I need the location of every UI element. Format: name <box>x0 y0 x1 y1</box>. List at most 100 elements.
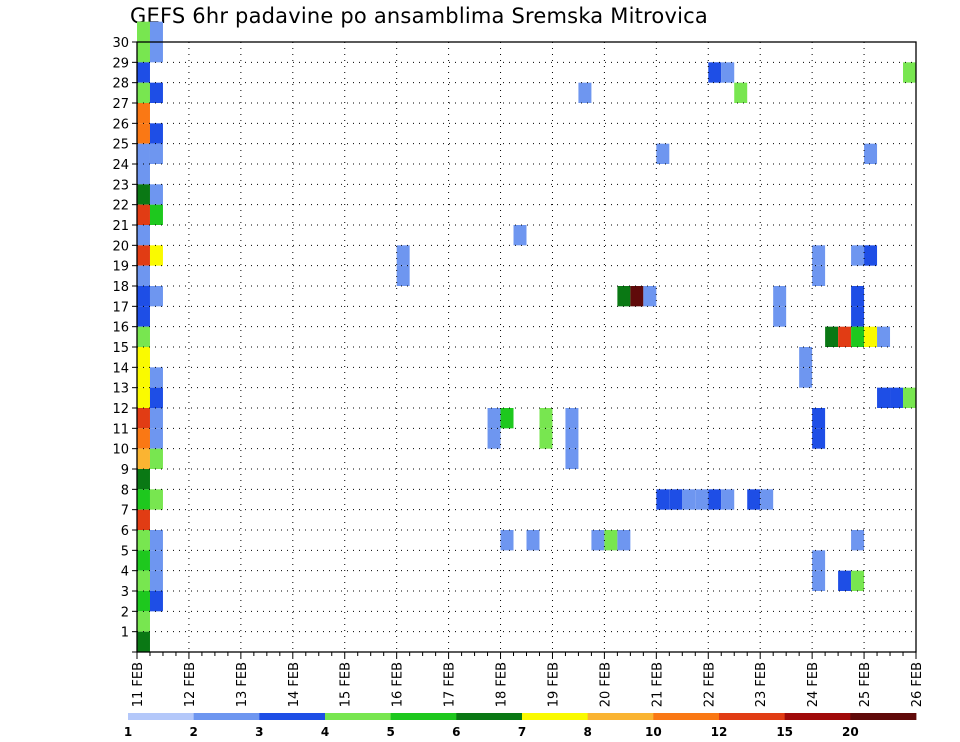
heatmap-cell <box>695 489 709 510</box>
heatmap-cell <box>137 611 150 632</box>
heatmap-cell <box>760 489 774 510</box>
heatmap-cell <box>838 326 852 347</box>
x-tick-label: 18 FEB <box>495 662 510 707</box>
heatmap-cell <box>137 204 150 225</box>
x-tick-label: 11 FEB <box>131 662 146 707</box>
heatmap-cell <box>137 570 150 591</box>
heatmap-cell <box>137 306 150 327</box>
y-tick-label: 27 <box>112 97 129 112</box>
axes: 1234567891011121314151617181920212223242… <box>112 36 925 707</box>
y-tick-label: 26 <box>112 117 129 132</box>
heatmap-cell <box>617 286 631 307</box>
heatmap-cell <box>396 265 410 286</box>
legend-swatch <box>784 713 851 720</box>
heatmap-cell <box>539 408 553 429</box>
heatmap-cell <box>137 184 150 205</box>
y-tick-label: 6 <box>121 524 129 539</box>
heatmap-cell <box>149 428 163 449</box>
y-tick-label: 5 <box>121 544 129 559</box>
heatmap-cell <box>149 143 163 164</box>
heatmap-cell <box>149 570 163 591</box>
legend-label: 5 <box>386 725 394 739</box>
y-tick-label: 14 <box>112 361 129 376</box>
heatmap-cell <box>812 265 826 286</box>
heatmap-cell <box>851 245 865 266</box>
heatmap-cell <box>149 245 163 266</box>
heatmap-cell <box>578 82 592 103</box>
heatmap-cell <box>604 530 618 551</box>
y-tick-label: 22 <box>112 199 129 214</box>
y-tick-label: 3 <box>121 585 129 600</box>
y-tick-label: 21 <box>112 219 129 234</box>
legend-swatch <box>259 713 326 720</box>
heatmap-cell <box>721 62 735 83</box>
heatmap-cell <box>643 286 657 307</box>
heatmap-cell <box>565 408 579 429</box>
heatmap-cell <box>149 42 163 63</box>
heatmap-cell <box>137 164 150 185</box>
heatmap-cell <box>137 387 150 408</box>
heatmap-cell <box>137 631 150 652</box>
legend-swatch <box>653 713 720 720</box>
x-tick-label: 17 FEB <box>443 662 458 707</box>
legend-label: 4 <box>321 725 329 739</box>
heatmap-cell <box>864 143 878 164</box>
heatmap-cell <box>773 306 787 327</box>
legend-label: 12 <box>711 725 728 739</box>
heatmap-cell <box>630 286 644 307</box>
x-tick-label: 25 FEB <box>858 662 873 707</box>
heatmap-cell <box>149 387 163 408</box>
legend-label: 3 <box>255 725 263 739</box>
heatmap-cell <box>747 489 761 510</box>
heatmap-cell <box>137 143 150 164</box>
heatmap-cell <box>682 489 696 510</box>
heatmap-cell <box>565 448 579 469</box>
heatmap-cell <box>851 530 865 551</box>
heatmap-cell <box>137 509 150 530</box>
heatmap-cell <box>903 62 916 83</box>
y-tick-label: 1 <box>121 626 129 641</box>
legend-swatch <box>390 713 457 720</box>
heatmap-cell <box>513 225 527 246</box>
heatmap-cell <box>708 489 722 510</box>
x-tick-label: 13 FEB <box>235 662 250 707</box>
heatmap-cell <box>864 326 878 347</box>
y-tick-label: 25 <box>112 138 129 153</box>
heatmap-cell <box>137 550 150 571</box>
heatmap-cell <box>137 103 150 124</box>
heatmap-cell <box>851 286 865 307</box>
heatmap-cell <box>708 62 722 83</box>
y-tick-label: 18 <box>112 280 129 295</box>
legend-swatch <box>456 713 523 720</box>
heatmap-cell <box>669 489 683 510</box>
heatmap-cell <box>656 143 670 164</box>
legend-swatch <box>587 713 654 720</box>
y-tick-label: 2 <box>121 605 129 620</box>
legend-swatch <box>719 713 786 720</box>
heatmap-cell <box>487 428 501 449</box>
legend-label: 1 <box>124 725 132 739</box>
heatmap-cell <box>799 367 813 388</box>
heatmap-cell <box>721 489 735 510</box>
y-tick-label: 23 <box>112 178 129 193</box>
heatmap-cell <box>617 530 631 551</box>
heatmap-cell <box>500 408 514 429</box>
heatmap-cell <box>539 428 553 449</box>
x-tick-label: 12 FEB <box>183 662 198 707</box>
heatmap-cell <box>149 408 163 429</box>
legend-swatch <box>325 713 392 720</box>
heatmap-cell <box>890 387 904 408</box>
x-tick-label: 21 FEB <box>650 662 665 707</box>
x-tick-label: 26 FEB <box>910 662 925 707</box>
y-tick-label: 17 <box>112 300 129 315</box>
y-tick-label: 28 <box>112 77 129 92</box>
y-tick-label: 12 <box>112 402 129 417</box>
heatmap-cell <box>903 387 916 408</box>
heatmap-cell <box>877 387 891 408</box>
heatmap-cell <box>137 448 150 469</box>
x-tick-label: 23 FEB <box>754 662 769 707</box>
y-tick-label: 19 <box>112 260 129 275</box>
heatmap-cell <box>656 489 670 510</box>
heatmap-cell <box>851 570 865 591</box>
